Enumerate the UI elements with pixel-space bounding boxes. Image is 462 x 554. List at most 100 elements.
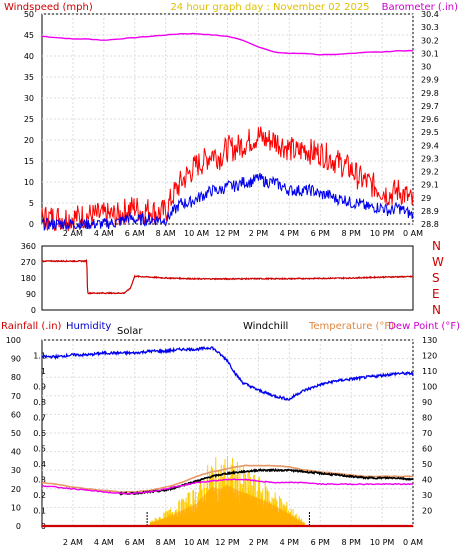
windspeed-tick-label: 20 [24,136,34,145]
temperature-tick-label: 80 [422,414,432,423]
time-tick-label: 8 PM [341,229,360,238]
barometer-tick-label: 28.8 [421,220,439,229]
temperature-tick-label: 70 [422,429,432,438]
windspeed-tick-label: 25 [24,115,34,124]
barometer-tick-label: 29.2 [421,168,439,177]
barometer-tick-label: 29.6 [421,115,439,124]
wind-gust-line [41,126,414,232]
wind-direction-line [41,258,414,295]
windchill-title: Windchill [243,321,288,332]
windspeed-tick-label: 50 [24,10,34,19]
time-tick-label: 8 PM [341,538,360,547]
rainfall-tick-label: 0.7 [33,414,46,423]
barometer-tick-label: 29.9 [421,76,439,85]
humidity-tick-label: 20 [11,485,21,494]
direction-tick-label: 360 [21,242,36,251]
time-tick-label: 6 AM [125,229,145,238]
time-tick-label: 4 AM [94,229,114,238]
solar-area [150,485,305,526]
humidity-tick-label: 90 [11,355,21,364]
barometer-tick-label: 30.4 [421,10,439,19]
humidity-tick-label: 40 [11,448,21,457]
humidity-tick-label: 100 [6,336,21,345]
dewpoint-axis-title: Dew Point (°F) [388,321,460,332]
time-tick-label: 4 PM [280,229,299,238]
temperature-tick-label: 30 [422,491,432,500]
time-tick-label: 8 AM [156,538,176,547]
time-tick-label: 2 PM [249,538,268,547]
time-tick-label: 10 AM [184,229,209,238]
windspeed-tick-label: 5 [29,199,34,208]
barometer-tick-label: 29 [421,194,431,203]
direction-tick-label: 90 [26,290,36,299]
barometer-tick-label: 30.3 [421,23,439,32]
time-tick-label: 2 AM [63,538,83,547]
humidity-tick-label: 60 [11,410,21,419]
windspeed-tick-label: 0 [29,220,34,229]
rainfall-axis-title: Rainfall (.in) [1,321,62,332]
compass-label: S [432,271,440,285]
time-tick-label: 6 PM [311,229,330,238]
time-tick-label: 10 PM [370,229,395,238]
direction-tick-label: 270 [21,258,36,267]
windspeed-tick-label: 40 [24,52,34,61]
rainfall-tick-label: 1 [41,367,46,376]
compass-label: E [432,287,440,301]
compass-label: N [432,303,441,317]
windspeed-line [41,172,414,232]
rainfall-tick-label: 0.6 [33,429,46,438]
windspeed-tick-label: 30 [24,94,34,103]
humidity-tick-label: 50 [11,429,21,438]
rainfall-tick-label: 0.3 [33,476,46,485]
barometer-tick-label: 28.9 [421,207,439,216]
time-tick-label: 8 AM [156,229,176,238]
temperature-tick-label: 130 [422,336,437,345]
graph-title: 24 hour graph day : November 02 2025 [170,2,369,13]
time-tick-label: 12 PM [215,229,240,238]
barometer-tick-label: 29.1 [421,181,439,190]
humidity-tick-label: 0 [16,522,21,531]
time-tick-label: 12 PM [215,538,240,547]
windspeed-tick-label: 45 [24,31,34,40]
barometer-tick-label: 30.1 [421,49,439,58]
temperature-tick-label: 90 [422,398,432,407]
temperature-tick-label: 40 [422,476,432,485]
temperature-axis-title: Temperature (°F) [308,321,394,332]
time-tick-label: 4 AM [94,538,114,547]
barometer-tick-label: 29.8 [421,89,439,98]
barometer-tick-label: 29.4 [421,141,439,150]
temperature-tick-label: 50 [422,460,432,469]
rainfall-tick-label: 0.9 [33,383,46,392]
windspeed-axis-title: Windspeed (mph) [4,2,93,13]
windspeed-tick-label: 10 [24,178,34,187]
temperature-tick-label: 110 [422,367,437,376]
temperature-tick-label: 60 [422,445,432,454]
humidity-tick-label: 10 [11,503,21,512]
time-tick-label: 4 PM [280,538,299,547]
solar-title: Solar [117,326,143,337]
humidity-line [41,346,414,401]
temp-humidity-panel: 010203040506070809010000.10.20.30.40.50.… [6,336,438,547]
windchill-line [118,467,414,496]
rainfall-tick-label: 0.1 [33,507,46,516]
direction-tick-label: 180 [21,274,36,283]
windspeed-tick-label: 35 [24,73,34,82]
rainfall-tick-label: 1.1 [33,352,46,361]
wind-baro-panel: 0 5 10 15 20 25 30 35 40 45 50 28.8 28.9 29 29.1 29.2 29… [24,10,439,238]
humidity-tick-label: 70 [11,392,21,401]
rainfall-tick-label: 0.2 [33,491,46,500]
barometer-axis-title: Barometer (.in) [382,2,458,13]
rainfall-tick-label: 0.5 [33,445,46,454]
barometer-tick-label: 30 [421,63,431,72]
rainfall-tick-label: 0.8 [33,398,46,407]
humidity-tick-label: 80 [11,373,21,382]
time-tick-label: 0 AM [403,538,423,547]
barometer-tick-label: 29.3 [421,154,439,163]
time-tick-label: 10 AM [184,538,209,547]
temperature-tick-label: 120 [422,352,437,361]
direction-tick-label: 0 [31,306,36,315]
time-tick-label: 6 AM [125,538,145,547]
time-tick-label: 2 PM [249,229,268,238]
